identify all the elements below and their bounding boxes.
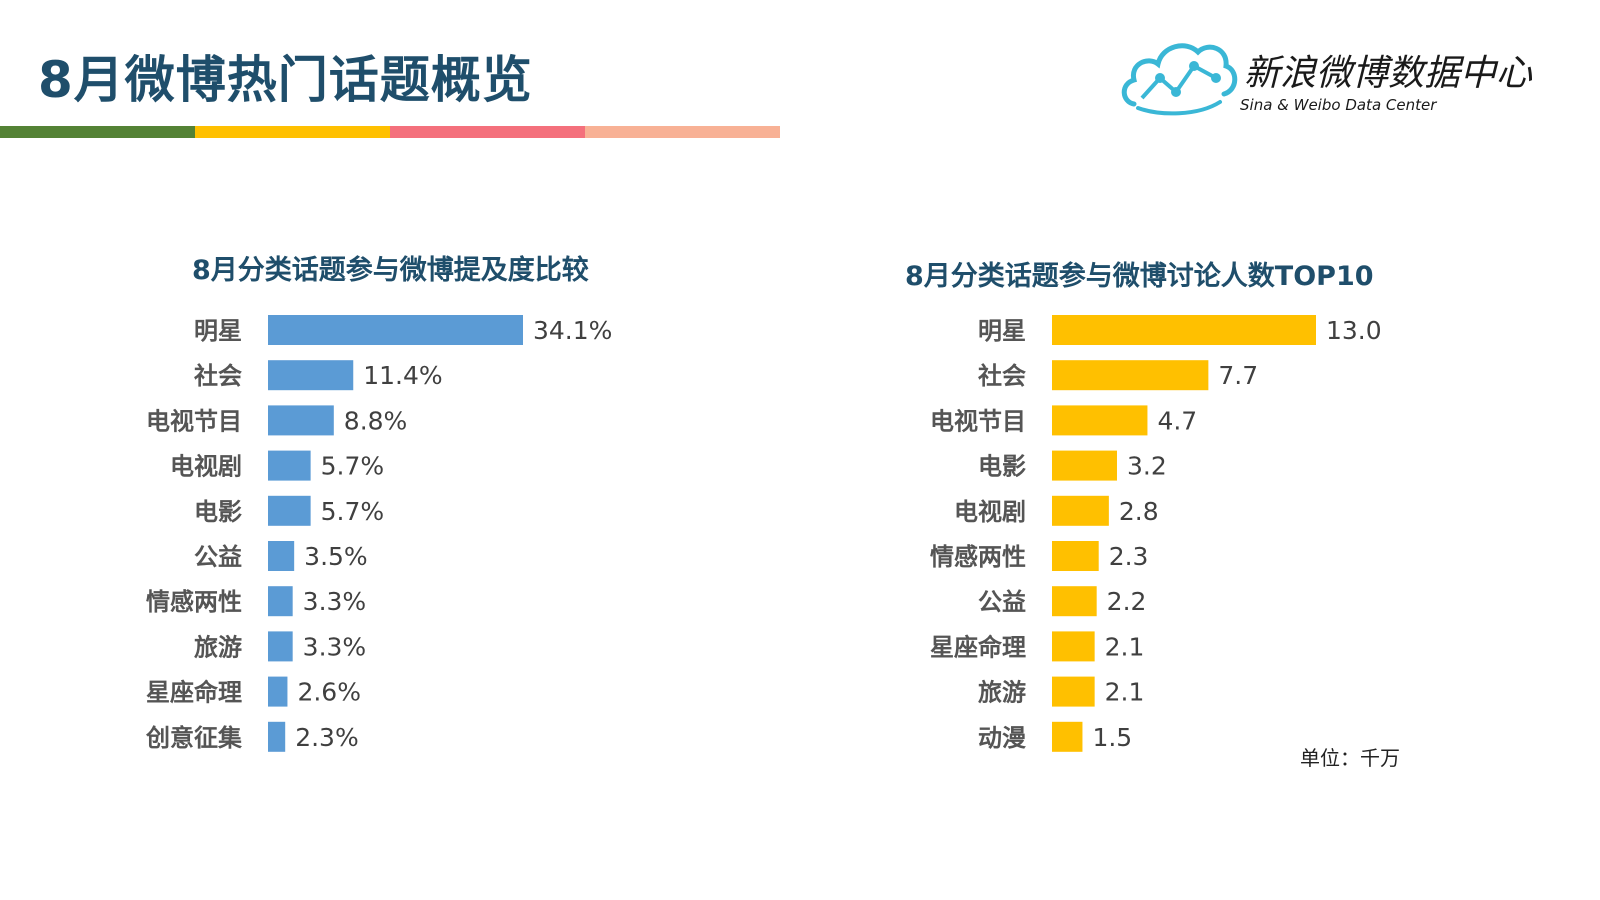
participants-category-label: 情感两性: [930, 543, 1026, 571]
unit-note: 单位：千万: [1300, 746, 1400, 770]
participants-category-label: 动漫: [978, 724, 1026, 752]
mentions-category-label: 情感两性: [146, 588, 242, 616]
mentions-bar: [268, 315, 523, 345]
mentions-value-label: 11.4%: [363, 361, 442, 390]
participants-bar: [1052, 721, 1083, 752]
participants-value-label: 4.7: [1157, 406, 1197, 435]
stripe-segment-yellow: [195, 126, 390, 138]
mentions-value-label: 5.7%: [321, 452, 385, 481]
participants-bar: [1052, 315, 1316, 345]
chart-title-participants: 8月分类话题参与微博讨论人数TOP10: [905, 261, 1374, 292]
participants-value-label: 2.3: [1109, 542, 1149, 571]
participants-bar: [1052, 631, 1095, 662]
participants-value-label: 1.5: [1092, 723, 1132, 752]
stripe-segment-green: [0, 126, 195, 138]
mentions-bar-chart: 明星 34.1% 社会 11.4% 电视节目 8.8% 电视剧 5.7% 电影 5.7% 公益 3.5…: [145, 315, 612, 752]
mentions-bar: [268, 405, 334, 436]
participants-bar: [1052, 360, 1209, 391]
mentions-bar: [268, 631, 293, 662]
page-title: 8月微博热门话题概览: [38, 51, 533, 109]
mentions-bar: [268, 450, 311, 481]
participants-bar: [1052, 541, 1099, 571]
mentions-category-label: 电视节目: [146, 407, 242, 435]
mentions-value-label: 3.3%: [303, 632, 367, 661]
mentions-category-label: 旅游: [194, 633, 242, 661]
mentions-value-label: 3.5%: [304, 542, 368, 571]
participants-value-label: 2.2: [1107, 587, 1147, 616]
participants-category-label: 旅游: [978, 679, 1026, 707]
mentions-value-label: 2.3%: [295, 723, 359, 752]
mentions-category-label: 电视剧: [170, 453, 242, 481]
mentions-category-label: 公益: [194, 543, 242, 571]
participants-value-label: 13.0: [1326, 316, 1382, 345]
mentions-category-label: 电影: [194, 498, 242, 526]
participants-category-label: 电影: [978, 453, 1026, 481]
mentions-bar: [268, 360, 354, 391]
mentions-value-label: 8.8%: [344, 406, 408, 435]
mentions-bar: [268, 495, 311, 526]
mentions-category-label: 创意征集: [145, 724, 243, 752]
mentions-value-label: 5.7%: [321, 497, 385, 526]
participants-value-label: 7.7: [1218, 361, 1258, 390]
participants-value-label: 2.1: [1105, 678, 1145, 707]
participants-bar: [1052, 405, 1148, 436]
participants-bar-chart: 明星 13.0 社会 7.7 电视节目 4.7 电影 3.2 电视剧 2.8 情感两性 2.3 公益 2.…: [930, 315, 1382, 752]
mentions-value-label: 3.3%: [303, 587, 367, 616]
mentions-category-label: 星座命理: [146, 679, 242, 707]
participants-category-label: 公益: [978, 588, 1026, 616]
participants-category-label: 星座命理: [930, 633, 1026, 661]
participants-category-label: 电视剧: [954, 498, 1026, 526]
participants-bar: [1052, 495, 1109, 526]
stripe-segment-pink: [390, 126, 585, 138]
participants-bar: [1052, 676, 1095, 707]
mentions-bar: [268, 541, 295, 571]
mentions-bar: [268, 721, 286, 752]
participants-category-label: 电视节目: [930, 407, 1026, 435]
stripe-segment-peach: [585, 126, 780, 138]
participants-value-label: 3.2: [1127, 452, 1167, 481]
title-color-stripe: [0, 126, 780, 138]
mentions-value-label: 34.1%: [533, 316, 612, 345]
logo-subtitle: Sina & Weibo Data Center: [1240, 96, 1437, 114]
cloud-chart-icon: [1121, 43, 1238, 116]
mentions-bar: [268, 676, 288, 707]
mentions-category-label: 明星: [194, 317, 242, 345]
participants-bar: [1052, 450, 1117, 481]
sina-weibo-data-center-logo: 新浪微博数据中心 Sina & Weibo Data Center: [1120, 32, 1580, 122]
logo-name: 新浪微博数据中心: [1244, 53, 1533, 94]
mentions-value-label: 2.6%: [297, 678, 361, 707]
participants-category-label: 明星: [978, 317, 1026, 345]
mentions-bar: [268, 586, 293, 617]
participants-value-label: 2.1: [1105, 632, 1145, 661]
participants-value-label: 2.8: [1119, 497, 1159, 526]
participants-bar: [1052, 586, 1097, 617]
mentions-category-label: 社会: [194, 362, 242, 390]
chart-title-mentions: 8月分类话题参与微博提及度比较: [192, 255, 589, 286]
participants-category-label: 社会: [978, 362, 1026, 390]
